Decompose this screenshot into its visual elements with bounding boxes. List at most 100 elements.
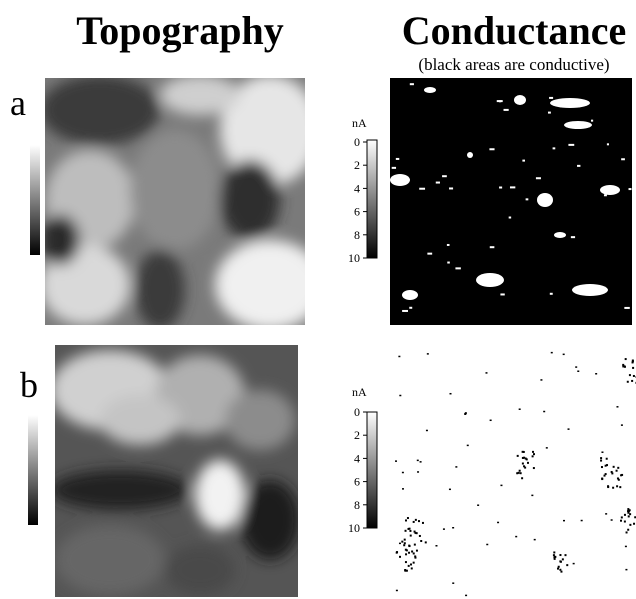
colorbar-tick-label: 4 <box>354 451 360 465</box>
spot <box>500 293 504 295</box>
spot <box>396 590 398 592</box>
spot <box>624 514 626 516</box>
spot <box>601 451 603 453</box>
spot <box>627 381 629 383</box>
topography-title: Topography <box>76 8 284 53</box>
spot <box>467 445 469 447</box>
spot <box>410 563 412 565</box>
spot <box>537 193 553 207</box>
spot <box>595 373 597 375</box>
conductance-image <box>390 345 636 597</box>
spot <box>390 174 410 186</box>
colorbar-tick-label: 6 <box>354 475 360 489</box>
spot <box>398 356 400 358</box>
spot <box>627 508 629 510</box>
spot <box>419 188 425 190</box>
spot <box>560 571 562 573</box>
spot <box>631 380 633 382</box>
spot <box>616 485 618 487</box>
spot <box>532 455 534 457</box>
spot <box>628 515 630 517</box>
spot <box>392 167 396 169</box>
spot <box>629 188 632 190</box>
spot <box>632 367 634 369</box>
colorbar-tick-label: 2 <box>354 158 360 172</box>
spot <box>526 198 529 200</box>
spot <box>616 406 618 408</box>
spot <box>554 558 556 560</box>
spot <box>549 97 553 99</box>
spot <box>443 528 445 530</box>
spot <box>572 284 608 296</box>
colorbar-tick-label: 2 <box>354 428 360 442</box>
spot <box>411 550 413 552</box>
spot <box>514 95 526 105</box>
spot <box>401 541 403 543</box>
spot <box>413 552 415 554</box>
spot <box>520 472 522 474</box>
spot <box>522 457 524 459</box>
spot <box>447 244 450 246</box>
spot <box>533 467 535 469</box>
spot <box>606 458 608 460</box>
spot <box>409 307 412 309</box>
colorbar-unit: nA <box>352 385 367 399</box>
colorbar <box>367 412 377 528</box>
spot <box>399 543 401 545</box>
spot <box>613 466 615 468</box>
spot <box>621 516 623 518</box>
spot <box>607 485 609 487</box>
spot <box>611 471 613 473</box>
spot <box>497 522 499 524</box>
spot <box>554 556 556 558</box>
spot <box>551 352 553 354</box>
spot <box>626 531 628 533</box>
spot <box>629 374 631 376</box>
spot <box>399 395 401 397</box>
spot <box>617 467 619 469</box>
spot <box>509 217 511 219</box>
spot <box>522 463 524 465</box>
spot <box>605 513 607 515</box>
conductance-title: Conductance <box>402 8 626 53</box>
spot <box>420 540 422 542</box>
spot <box>611 519 613 521</box>
spot <box>612 487 614 489</box>
figure: Topography Conductance (black areas are … <box>0 0 636 599</box>
spot <box>449 489 451 491</box>
spot <box>620 520 622 522</box>
spot <box>557 568 559 570</box>
spot <box>452 527 454 529</box>
spot <box>402 488 404 490</box>
spot <box>575 366 577 368</box>
spot <box>465 412 467 414</box>
spot <box>543 411 545 413</box>
spot <box>619 486 621 488</box>
spot <box>562 558 564 560</box>
spot <box>633 523 635 525</box>
spot <box>404 570 406 572</box>
spot <box>416 550 418 552</box>
spot <box>616 470 618 472</box>
spot <box>553 551 555 553</box>
spot <box>632 360 634 362</box>
spot <box>600 185 620 195</box>
spot <box>404 539 406 541</box>
spot <box>532 451 534 453</box>
spot <box>559 569 561 571</box>
spot <box>577 165 580 167</box>
spot <box>618 479 620 481</box>
spot <box>563 520 565 522</box>
spot <box>499 187 502 189</box>
spot <box>425 541 427 543</box>
spot <box>622 364 624 366</box>
spot <box>600 460 602 462</box>
spot <box>600 457 602 459</box>
spot <box>413 521 415 523</box>
spot <box>418 520 420 522</box>
spot <box>524 467 526 469</box>
spot <box>450 393 452 395</box>
spot <box>455 267 460 269</box>
spot <box>409 295 413 297</box>
spot <box>559 554 561 556</box>
